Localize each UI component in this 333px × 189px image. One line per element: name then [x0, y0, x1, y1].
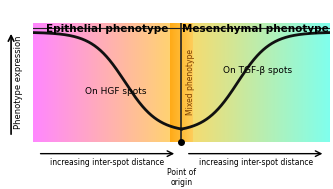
Text: Mixed phenotype: Mixed phenotype [186, 49, 195, 115]
Text: Phenotype expression: Phenotype expression [14, 36, 23, 129]
Text: Epithelial phenotype: Epithelial phenotype [46, 24, 168, 34]
Text: increasing inter-spot distance: increasing inter-spot distance [50, 158, 165, 167]
Text: increasing inter-spot distance: increasing inter-spot distance [198, 158, 313, 167]
Text: On HGF spots: On HGF spots [85, 87, 147, 96]
Text: On TGF-β spots: On TGF-β spots [223, 66, 292, 75]
Text: Mesenchymal phenotype: Mesenchymal phenotype [182, 24, 329, 34]
Text: Point of
origin: Point of origin [167, 168, 196, 187]
